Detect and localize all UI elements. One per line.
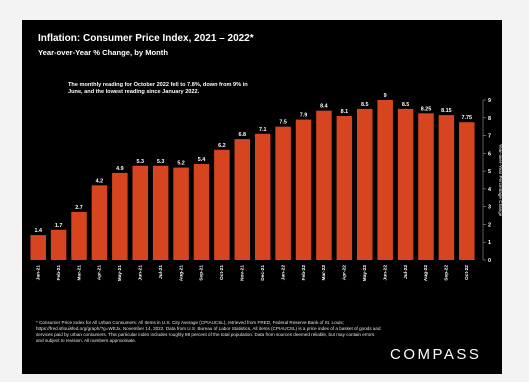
chart-annotation: The monthly reading for October 2022 fel… [68, 82, 248, 96]
data-label: 9 [384, 93, 387, 99]
bar [377, 100, 393, 260]
footnote: * Consumer Price Index for All Urban Con… [36, 320, 381, 343]
data-label: 6.2 [218, 143, 226, 149]
data-label: 7.75 [462, 115, 473, 121]
bar [50, 229, 67, 260]
x-tick-label: Feb-21 [56, 265, 62, 281]
y-axis-label: Year-over-Year Percentage Change [498, 144, 502, 217]
y-tick-label: 2 [488, 222, 491, 228]
bar [214, 149, 230, 260]
y-tick-label: 5 [488, 169, 491, 175]
x-tick-label: Jul-21 [158, 265, 164, 279]
data-label: 8.1 [341, 109, 349, 115]
data-label: 8.25 [421, 106, 432, 112]
bar [459, 122, 475, 260]
bar [418, 113, 434, 260]
data-label: 4.9 [116, 166, 124, 172]
data-label: 2.7 [75, 205, 83, 211]
data-label: 8.5 [361, 102, 369, 108]
chart-subtitle: Year-over-Year % Change, by Month [38, 48, 168, 57]
bar [356, 108, 373, 260]
data-label: 5.3 [137, 159, 145, 165]
bar [397, 108, 414, 260]
x-tick-label: Feb-22 [301, 265, 307, 281]
x-tick-label: Oct-21 [219, 265, 225, 280]
y-tick-label: 7 [488, 134, 491, 140]
data-label: 8.4 [320, 104, 328, 110]
bar [316, 110, 332, 261]
x-tick-label: Jan-21 [35, 265, 41, 281]
y-tick-label: 4 [488, 187, 491, 193]
data-label: 5.2 [177, 161, 185, 167]
x-tick-label: Mar-22 [321, 265, 327, 281]
data-label: 7.9 [300, 113, 308, 119]
x-tick-label: Sep-22 [444, 265, 450, 281]
x-tick-label: Dec-21 [260, 265, 266, 281]
bar [275, 126, 291, 261]
x-tick-label: Jun-21 [138, 265, 144, 281]
x-tick-label: Aug-22 [423, 265, 429, 282]
data-label: 5.4 [198, 157, 206, 163]
compass-logo: COMPASS [390, 346, 482, 363]
bar [438, 115, 455, 260]
bar [132, 165, 149, 260]
bar [112, 172, 128, 260]
bar [173, 167, 189, 260]
data-label: 8.5 [402, 102, 410, 108]
bar [295, 119, 312, 260]
bar [234, 139, 251, 260]
y-tick-label: 3 [488, 205, 491, 211]
x-tick-label: Oct-22 [464, 265, 470, 280]
x-tick-label: Jan-22 [280, 265, 286, 281]
data-label: 7.5 [279, 120, 287, 126]
y-tick-label: 6 [488, 151, 491, 157]
data-label: 8.15 [441, 108, 452, 114]
data-label: 1.7 [55, 223, 63, 229]
x-tick-label: Jun-22 [382, 265, 388, 281]
data-label: 7.1 [259, 127, 267, 133]
x-tick-label: Jul-22 [403, 265, 409, 279]
data-label: 5.3 [157, 159, 165, 165]
chart-panel: Inflation: Consumer Price Index, 2021 – … [22, 20, 502, 374]
bar [254, 133, 271, 260]
x-tick-label: Nov-21 [240, 265, 246, 281]
x-tick-label: May-22 [362, 265, 368, 282]
bar [91, 185, 108, 260]
x-tick-label: Mar-21 [76, 265, 82, 281]
bar [152, 165, 169, 260]
y-tick-label: 0 [488, 258, 491, 264]
bar [71, 212, 87, 260]
data-label: 6.8 [239, 132, 247, 138]
x-tick-label: May-21 [117, 265, 123, 282]
x-tick-label: Apr-22 [342, 265, 348, 281]
chart-title: Inflation: Consumer Price Index, 2021 – … [38, 33, 254, 44]
x-tick-label: Aug-21 [178, 265, 184, 282]
bar [193, 164, 210, 260]
bar-chart: 1.4 Jan-21 1.7 Feb-21 2.7 Mar-21 4.2 Apr-21 4.9 M… [30, 93, 502, 282]
y-tick-label: 9 [488, 98, 491, 104]
bar [336, 116, 353, 260]
y-tick-label: 8 [488, 116, 491, 122]
data-label: 4.2 [96, 178, 104, 184]
x-tick-label: Sep-21 [199, 265, 205, 281]
data-label: 1.4 [34, 228, 42, 234]
y-tick-label: 1 [488, 240, 491, 246]
bar [30, 235, 46, 260]
x-tick-label: Apr-21 [97, 265, 103, 281]
